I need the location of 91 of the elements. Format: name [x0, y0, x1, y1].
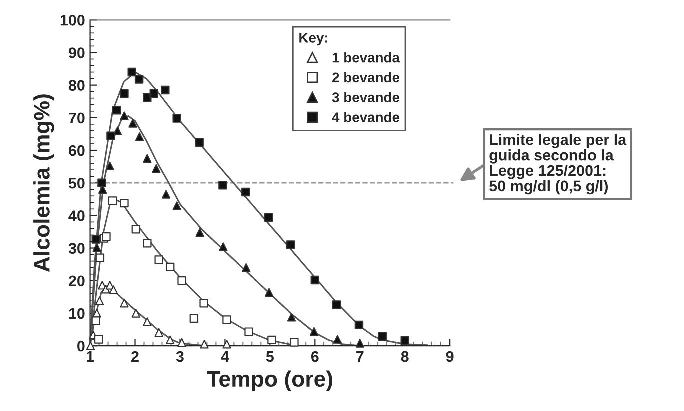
ref-line-label: Limite legale per la guida secondo la Legge 125/2001: 50 mg/dl (0,5 g/l)	[490, 134, 627, 195]
point	[287, 313, 296, 322]
point	[166, 336, 175, 345]
point	[310, 276, 320, 285]
y-tick-label: 100	[60, 15, 85, 26]
point	[132, 225, 141, 234]
point	[96, 254, 105, 262]
legend-label: 2 bevande	[332, 72, 400, 83]
point	[92, 235, 100, 244]
point	[195, 138, 204, 148]
legend-label: 3 bevande	[332, 92, 400, 103]
point	[178, 276, 186, 286]
point	[400, 336, 410, 346]
point	[143, 239, 152, 248]
point	[154, 256, 164, 264]
legend-label: 4 bevande	[332, 112, 400, 122]
y-tick-label: 0	[78, 340, 85, 352]
point	[109, 286, 118, 294]
point	[135, 132, 144, 142]
y-tick-label: 10	[69, 308, 85, 320]
point	[333, 335, 342, 344]
point	[222, 316, 232, 324]
point	[120, 299, 129, 308]
point	[92, 316, 100, 326]
point	[310, 327, 319, 336]
y-tick-label: 90	[68, 48, 85, 58]
x-tick-label: 5	[266, 351, 274, 362]
point	[378, 332, 387, 341]
y-axis-title: Alcolemia (mg%)	[34, 94, 54, 272]
point	[196, 228, 204, 237]
point	[242, 188, 250, 197]
point	[128, 119, 138, 128]
point	[166, 262, 175, 272]
point	[132, 309, 141, 318]
point	[242, 263, 251, 272]
point	[354, 320, 364, 330]
point	[162, 190, 171, 199]
y-tick-label: 50	[68, 178, 85, 189]
y-tick-label: 60	[68, 145, 85, 156]
point	[98, 178, 106, 188]
point	[106, 162, 114, 171]
y-tick-label: 30	[68, 243, 85, 254]
point	[92, 243, 102, 252]
x-axis-title: Tempo (ore)	[207, 370, 332, 392]
x-tick-label: 9	[446, 351, 454, 362]
point	[264, 288, 274, 297]
point	[120, 89, 129, 98]
point	[94, 335, 104, 344]
point	[106, 132, 116, 141]
point	[143, 154, 152, 164]
x-tick-label: 8	[401, 351, 409, 362]
legend-label: 1 bevanda	[332, 52, 400, 63]
point	[222, 340, 232, 349]
point	[218, 181, 228, 190]
point	[178, 338, 186, 348]
x-tick-label: 7	[356, 351, 364, 362]
point	[200, 299, 208, 308]
x-tick-label: 2	[132, 351, 139, 362]
point	[128, 68, 136, 77]
point	[112, 106, 122, 115]
point	[143, 318, 152, 326]
point	[244, 328, 254, 336]
y-tick-label: 40	[68, 210, 85, 222]
point	[102, 232, 111, 242]
x-tick-label: 6	[311, 351, 319, 362]
point	[286, 240, 296, 250]
point	[264, 213, 274, 222]
point	[290, 338, 299, 347]
x-tick-label: 3	[176, 351, 184, 362]
y-tick-label: 70	[69, 112, 85, 124]
point	[120, 112, 129, 120]
point	[268, 336, 276, 345]
x-tick-label: 1	[87, 351, 94, 362]
point	[152, 164, 161, 174]
legend-title: Key:	[300, 33, 328, 46]
point	[161, 86, 170, 95]
point	[190, 314, 199, 324]
point	[95, 296, 104, 306]
point	[108, 196, 118, 206]
point	[172, 202, 182, 210]
point	[332, 300, 342, 310]
x-tick-label: 4	[221, 351, 230, 362]
point	[150, 89, 159, 98]
point	[219, 242, 228, 252]
point	[200, 340, 209, 349]
y-tick-label: 80	[68, 80, 85, 92]
point	[172, 114, 182, 123]
point	[120, 198, 129, 208]
y-tick-label: 20	[68, 276, 85, 287]
point	[134, 75, 144, 84]
point	[356, 339, 364, 348]
